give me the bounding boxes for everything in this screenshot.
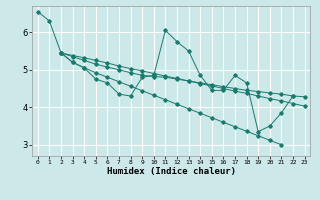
X-axis label: Humidex (Indice chaleur): Humidex (Indice chaleur): [107, 167, 236, 176]
